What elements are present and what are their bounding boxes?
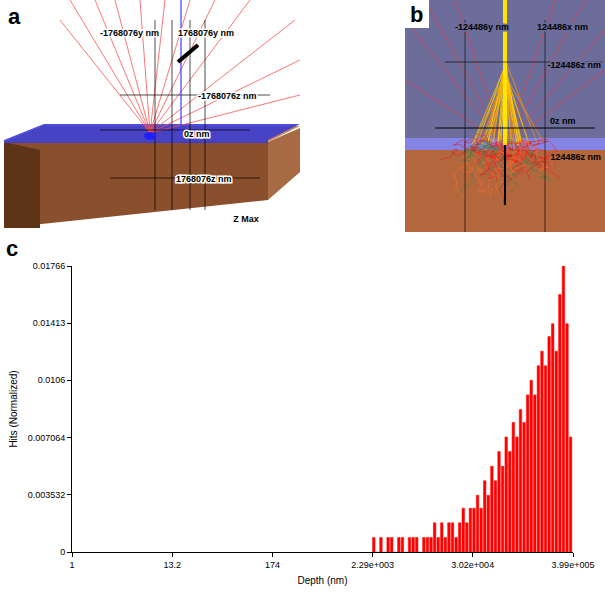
- svg-text:Z Max: Z Max: [233, 214, 259, 224]
- svg-text:124486z nm: 124486z nm: [550, 152, 601, 162]
- svg-text:Hits (Normalized): Hits (Normalized): [8, 370, 19, 447]
- svg-text:Depth (nm): Depth (nm): [297, 575, 347, 586]
- svg-text:174: 174: [265, 560, 280, 570]
- svg-text:-1768076z nm: -1768076z nm: [198, 91, 257, 101]
- svg-text:0z nm: 0z nm: [184, 129, 210, 139]
- svg-text:0.003532: 0.003532: [28, 490, 66, 500]
- svg-text:124486x nm: 124486x nm: [537, 22, 588, 32]
- svg-text:3.02e+004: 3.02e+004: [451, 560, 494, 570]
- svg-text:-1768076y nm: -1768076y nm: [100, 28, 159, 38]
- svg-text:2.29e+003: 2.29e+003: [351, 560, 394, 570]
- svg-text:1768076z nm: 1768076z nm: [176, 174, 232, 184]
- svg-text:0: 0: [60, 547, 65, 557]
- svg-text:3.99e+005: 3.99e+005: [552, 560, 595, 570]
- svg-text:1: 1: [69, 560, 74, 570]
- svg-text:-124486y nm: -124486y nm: [455, 22, 509, 32]
- svg-text:a: a: [8, 4, 21, 29]
- svg-text:-124486z nm: -124486z nm: [547, 60, 601, 70]
- svg-text:0z nm: 0z nm: [550, 116, 576, 126]
- svg-text:0.007064: 0.007064: [28, 433, 66, 443]
- svg-text:0.01766: 0.01766: [33, 261, 66, 271]
- svg-text:1768076y nm: 1768076y nm: [178, 28, 234, 38]
- svg-text:0.01413: 0.01413: [33, 318, 66, 328]
- svg-text:13.2: 13.2: [163, 560, 181, 570]
- svg-text:b: b: [410, 2, 423, 27]
- svg-text:0.0106: 0.0106: [38, 375, 66, 385]
- html-text:c: c: [6, 236, 19, 261]
